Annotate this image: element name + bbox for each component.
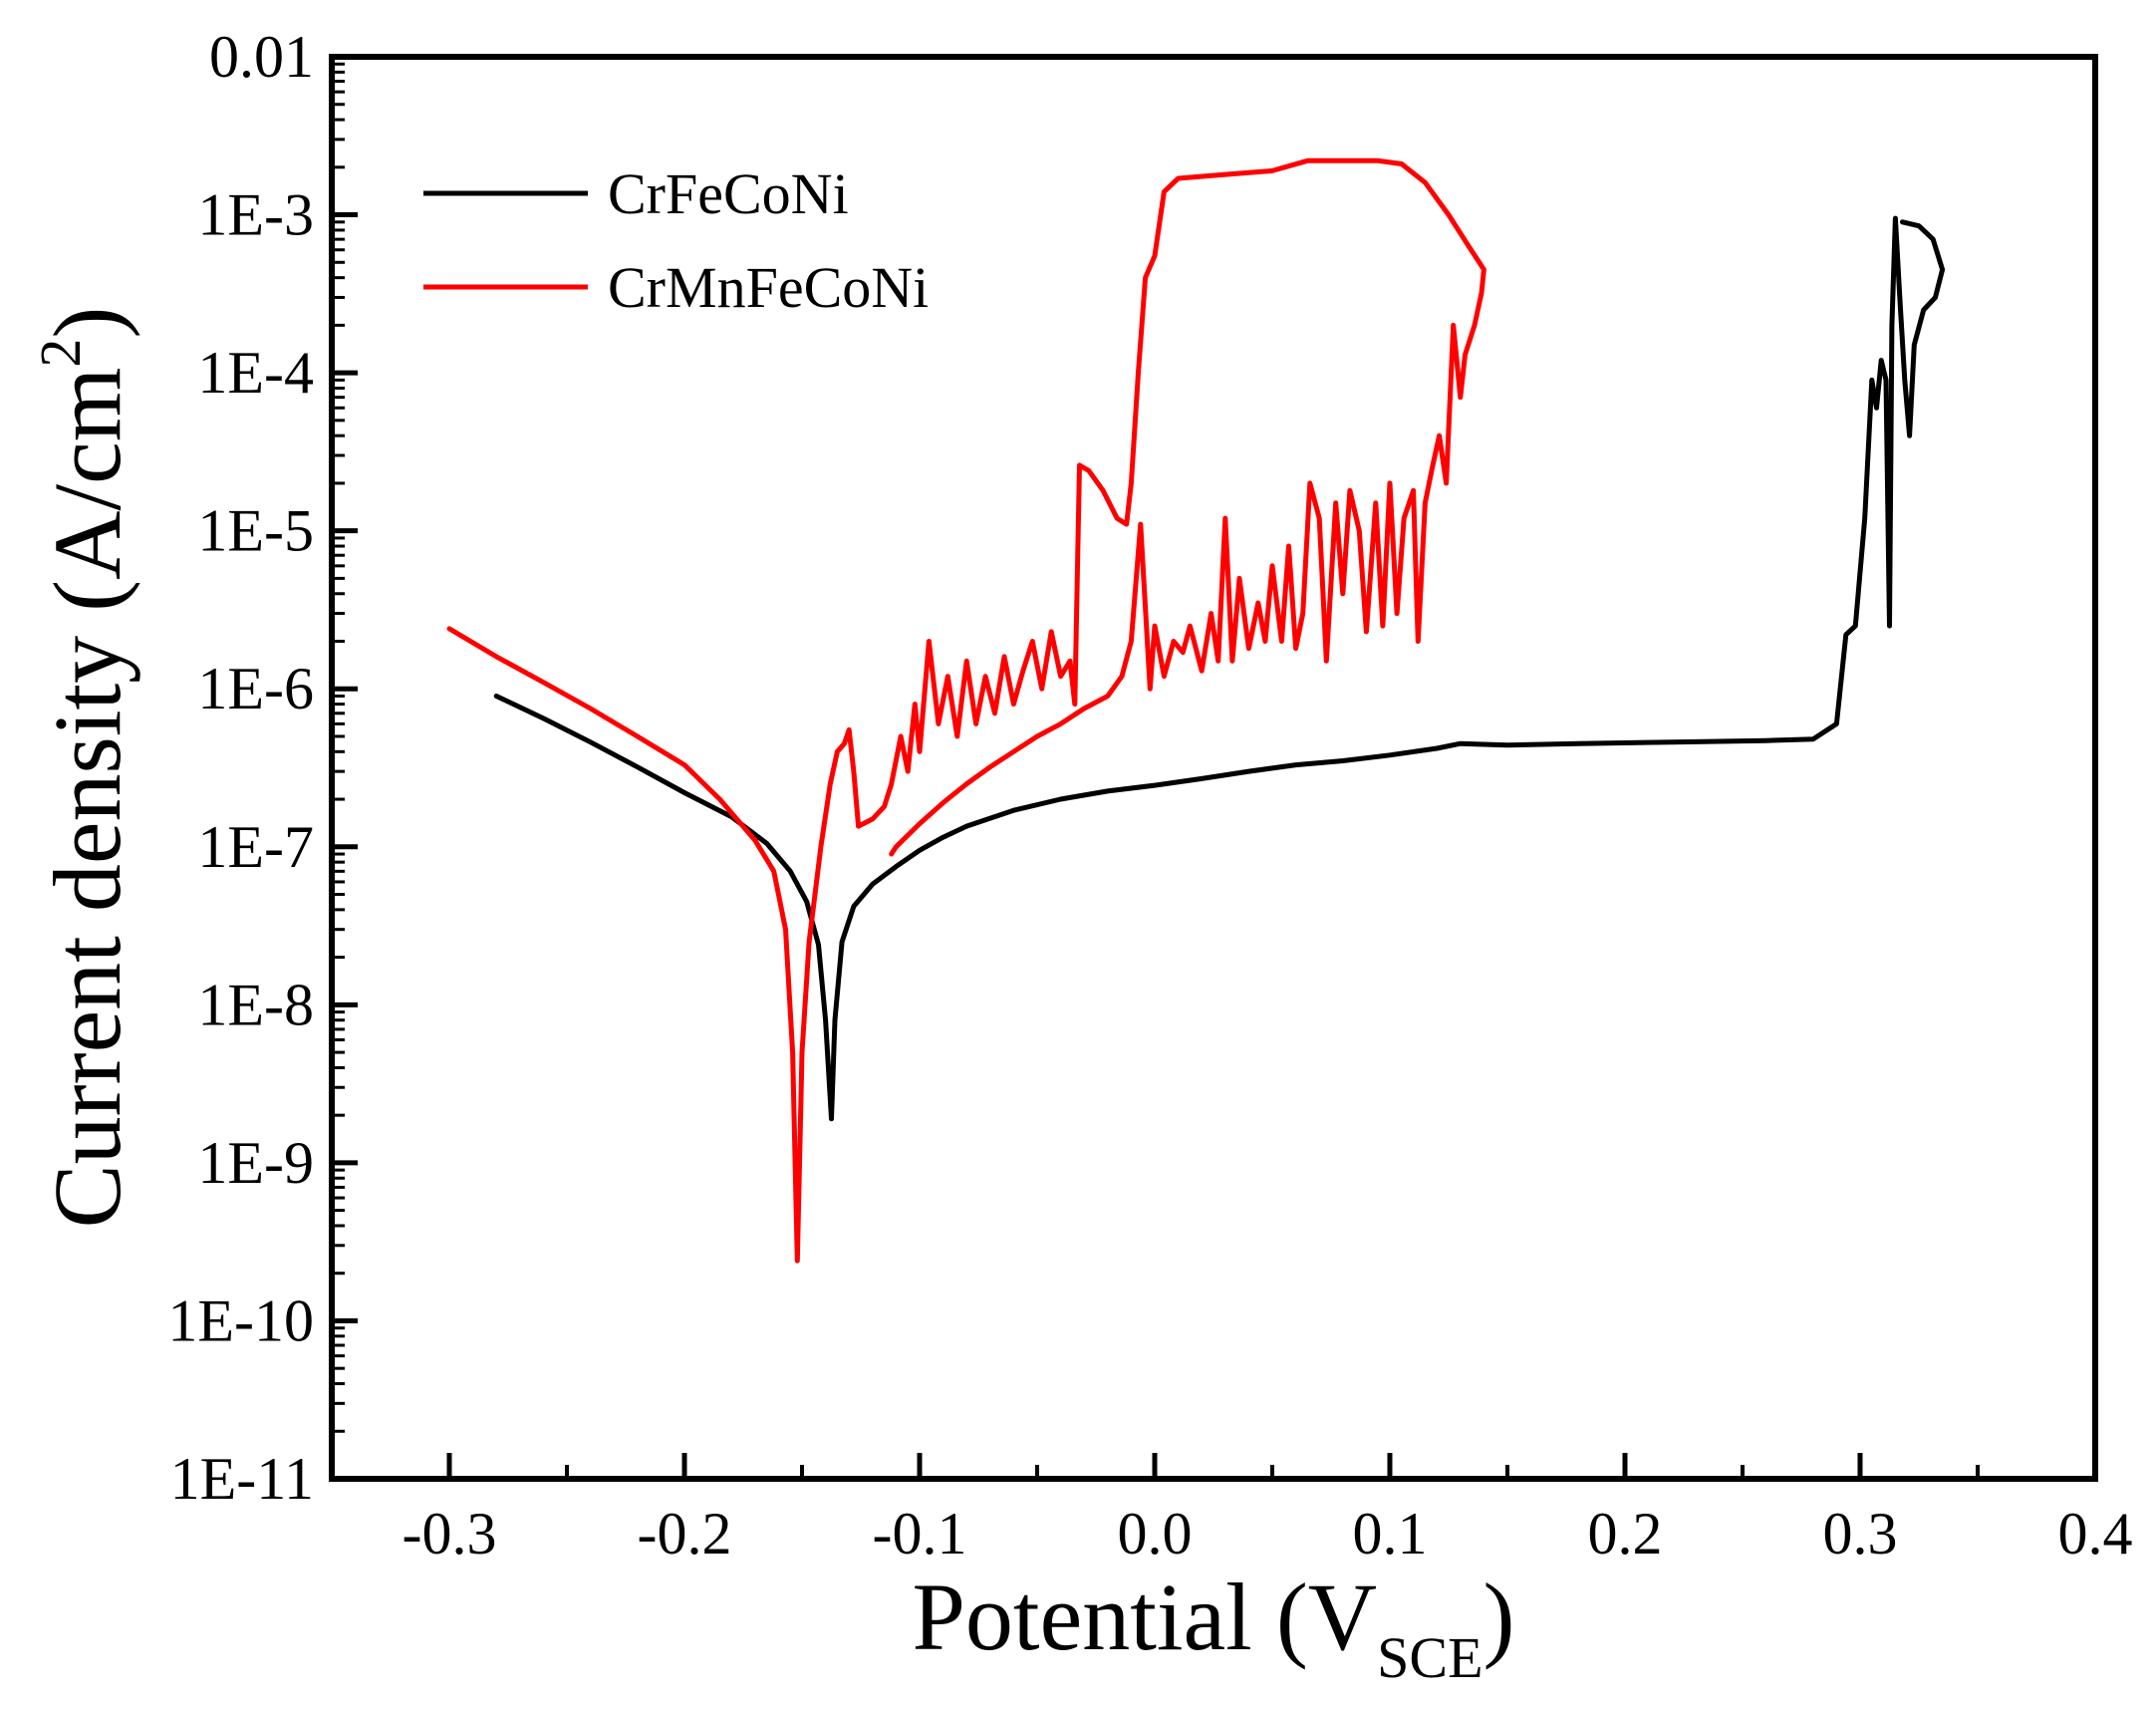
y-tick-label: 1E-8 [197,972,314,1037]
y-tick-label: 1E-7 [197,814,314,880]
x-tick-label: 0.4 [2058,1501,2133,1567]
tick-labels-layer: -0.3 -0.2 -0.1 0.0 0.1 0.2 0.3 0.4 1E-11 1E-10 1E-… [167,24,2132,1567]
plot-frame [329,54,2098,1482]
y-tick-label: 1E-4 [197,340,314,406]
x-tick-label: 0.0 [1118,1501,1193,1567]
y-tick-label: 1E-5 [197,498,314,564]
x-tick-label: 0.2 [1588,1501,1663,1567]
x-tick-label: 0.1 [1353,1501,1428,1567]
y-tick-label: 1E-6 [197,656,314,721]
y-tick-label: 1E-3 [197,182,314,248]
x-tick-label: -0.2 [638,1501,732,1567]
legend-label-crfeconi: CrFeCoNi [608,161,849,226]
x-axis-title: Potential (VSCE) [913,1564,1515,1690]
y-tick-label: 1E-11 [170,1446,314,1512]
legend: CrFeCoNi CrMnFeCoNi [423,161,929,320]
y-tick-label: 1E-10 [167,1287,314,1353]
legend-label-crmnfeconi: CrMnFeCoNi [608,255,929,320]
ticks-layer [332,54,2098,1482]
y-tick-label: 0.01 [209,24,314,90]
y-axis-title: Current density (A/cm2) [28,307,140,1229]
series-line-crmnfeconi [446,157,1486,1264]
y-tick-label: 1E-9 [197,1130,314,1196]
x-tick-label: -0.3 [403,1501,497,1567]
x-tick-label: -0.1 [873,1501,967,1567]
series-layer [446,157,1946,1264]
series-line-crfeconi [493,215,1946,1122]
x-tick-label: 0.3 [1823,1501,1898,1567]
